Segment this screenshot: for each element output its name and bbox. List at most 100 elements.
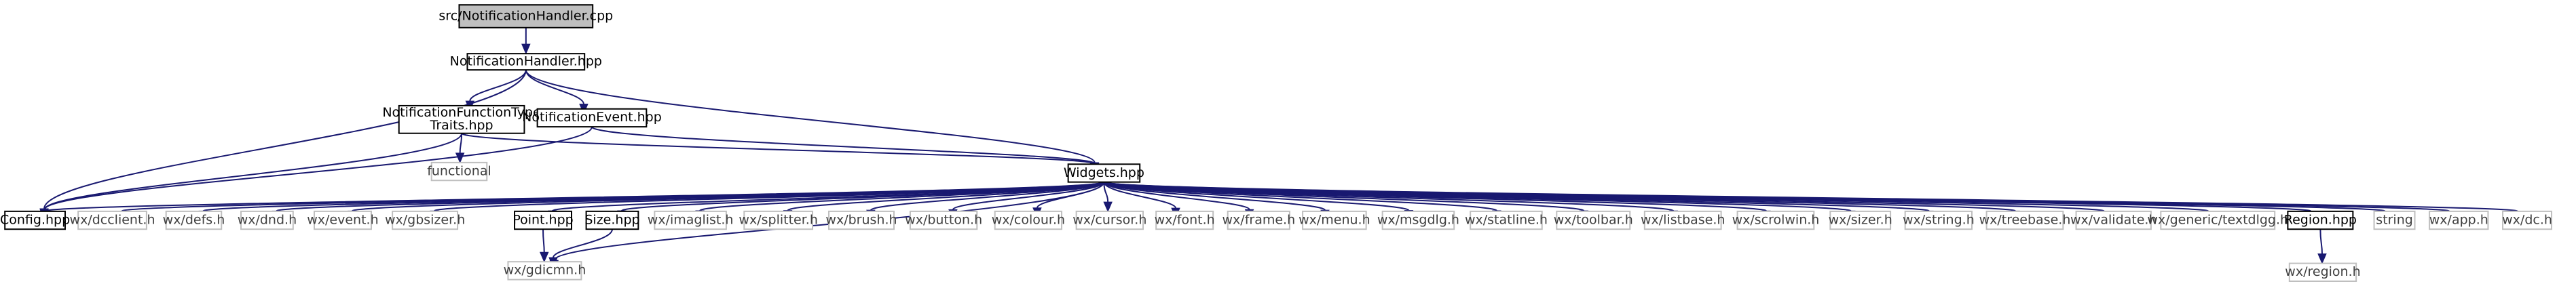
node-dnd: wx/dnd.h [238, 210, 297, 230]
node-box [313, 210, 372, 230]
node-box [1643, 210, 1722, 230]
node-label: Size.hpp [584, 212, 639, 227]
node-box [2373, 210, 2416, 230]
edge-arrowhead [2317, 253, 2327, 264]
node-label: wx/msgdlg.h [1377, 212, 1459, 227]
node-label: wx/listbase.h [1641, 212, 1725, 227]
edge-line [1103, 181, 1326, 211]
node-box [392, 210, 459, 230]
node-label: wx/app.h [2429, 212, 2488, 227]
node-label: NotificationHandler.hpp [450, 54, 602, 68]
node-root[interactable]: src/NotificationHandler.cpp [438, 4, 613, 28]
edge-line [459, 133, 463, 153]
node-config[interactable]: Config.hpp [0, 210, 70, 230]
node-box [1067, 163, 1141, 183]
node-box [1829, 210, 1892, 230]
edge-region-to-wxregion [2317, 229, 2327, 264]
node-label: wx/toolbar.h [1554, 212, 1633, 227]
node-label: Config.hpp [0, 212, 70, 227]
node-label: wx/dc.h [2502, 212, 2552, 227]
node-box [828, 210, 895, 230]
node-brush: wx/brush.h [825, 210, 897, 230]
node-box [2075, 210, 2152, 230]
edge-line [2319, 229, 2323, 254]
edge-line [787, 181, 1105, 211]
node-label: wx/event.h [307, 212, 378, 227]
node-widgets[interactable]: Widgets.hpp [1064, 163, 1144, 183]
edge-line [1103, 181, 1250, 211]
node-label: wx/dnd.h [238, 212, 297, 227]
edge-arrowhead [455, 152, 465, 164]
node-label: wx/font.h [1155, 212, 1215, 227]
edge-line [43, 126, 593, 211]
edge-line [1103, 181, 2519, 212]
node-box [2287, 210, 2354, 230]
edge-line [1103, 182, 1177, 209]
edge-arrowhead [1103, 201, 1113, 213]
node-label: NotificationFunctionType [382, 105, 540, 120]
node-label: wx/statline.h [1465, 212, 1548, 227]
node-box [743, 210, 814, 230]
edge-line [1103, 182, 1109, 203]
node-label: Widgets.hpp [1064, 165, 1144, 180]
node-treebase: wx/treebase.h [1979, 210, 2070, 230]
edge-line [43, 133, 463, 210]
node-box [1381, 210, 1455, 230]
node-box [1556, 210, 1631, 230]
node-splitter: wx/splitter.h [739, 210, 818, 230]
edge-nftt-to-config [39, 133, 463, 220]
node-size[interactable]: Size.hpp [584, 210, 640, 230]
node-box [909, 210, 978, 230]
node-label: wx/gbsizer.h [385, 212, 465, 227]
node-label: wx/string.h [1903, 212, 1975, 227]
edge-line [461, 132, 1096, 165]
node-label: wx/button.h [905, 212, 982, 227]
node-textdlgg: wx/generic/textdlgg.h [2147, 210, 2288, 230]
edge-point-to-gdicmn [539, 229, 549, 263]
node-box [2502, 210, 2553, 230]
node-gbsizer: wx/gbsizer.h [385, 210, 465, 230]
node-scrolwin: wx/scrolwin.h [1732, 210, 1820, 230]
node-listbase: wx/listbase.h [1641, 210, 1725, 230]
node-point[interactable]: Point.hpp [512, 210, 574, 230]
node-box [2429, 210, 2489, 230]
edge-nftt-to-functional [455, 133, 465, 164]
node-box [398, 104, 525, 134]
node-box [430, 161, 488, 182]
node-box [2288, 262, 2357, 283]
node-box [77, 210, 147, 230]
node-label: src/NotificationHandler.cpp [438, 8, 613, 23]
edge-line [469, 69, 527, 102]
node-label: wx/gdicmn.h [504, 263, 586, 278]
edge-line [699, 181, 1105, 211]
node-region[interactable]: Region.hpp [2284, 210, 2357, 230]
node-box [994, 210, 1063, 230]
node-box [4, 210, 66, 230]
node-button: wx/button.h [905, 210, 982, 230]
graph-edges [39, 27, 2522, 271]
node-label: wx/scrolwin.h [1732, 212, 1820, 227]
node-label: wx/dcclient.h [70, 212, 155, 227]
node-label: wx/imaglist.h [648, 212, 734, 227]
node-nh[interactable]: NotificationHandler.hpp [450, 53, 602, 71]
edge-line [870, 181, 1105, 211]
node-label: string [2376, 212, 2413, 227]
node-label: wx/validate.h [2070, 212, 2157, 227]
node-toolbar: wx/toolbar.h [1554, 210, 1633, 230]
node-box [1736, 210, 1815, 230]
node-box [514, 210, 573, 230]
node-gdicmn: wx/gdicmn.h [504, 261, 586, 281]
node-label: Traits.hpp [430, 118, 493, 133]
node-dcclient: wx/dcclient.h [70, 210, 155, 230]
node-label: Region.hpp [2284, 212, 2357, 227]
node-ne[interactable]: NotificationEvent.hpp [522, 108, 662, 128]
edge-line [525, 69, 1096, 163]
node-font: wx/font.h [1155, 210, 1215, 230]
edge-line [553, 228, 613, 258]
node-box [1302, 210, 1367, 230]
node-app: wx/app.h [2429, 210, 2489, 230]
edge-line [43, 70, 527, 209]
edge-ne-to-widgets [591, 126, 1100, 174]
